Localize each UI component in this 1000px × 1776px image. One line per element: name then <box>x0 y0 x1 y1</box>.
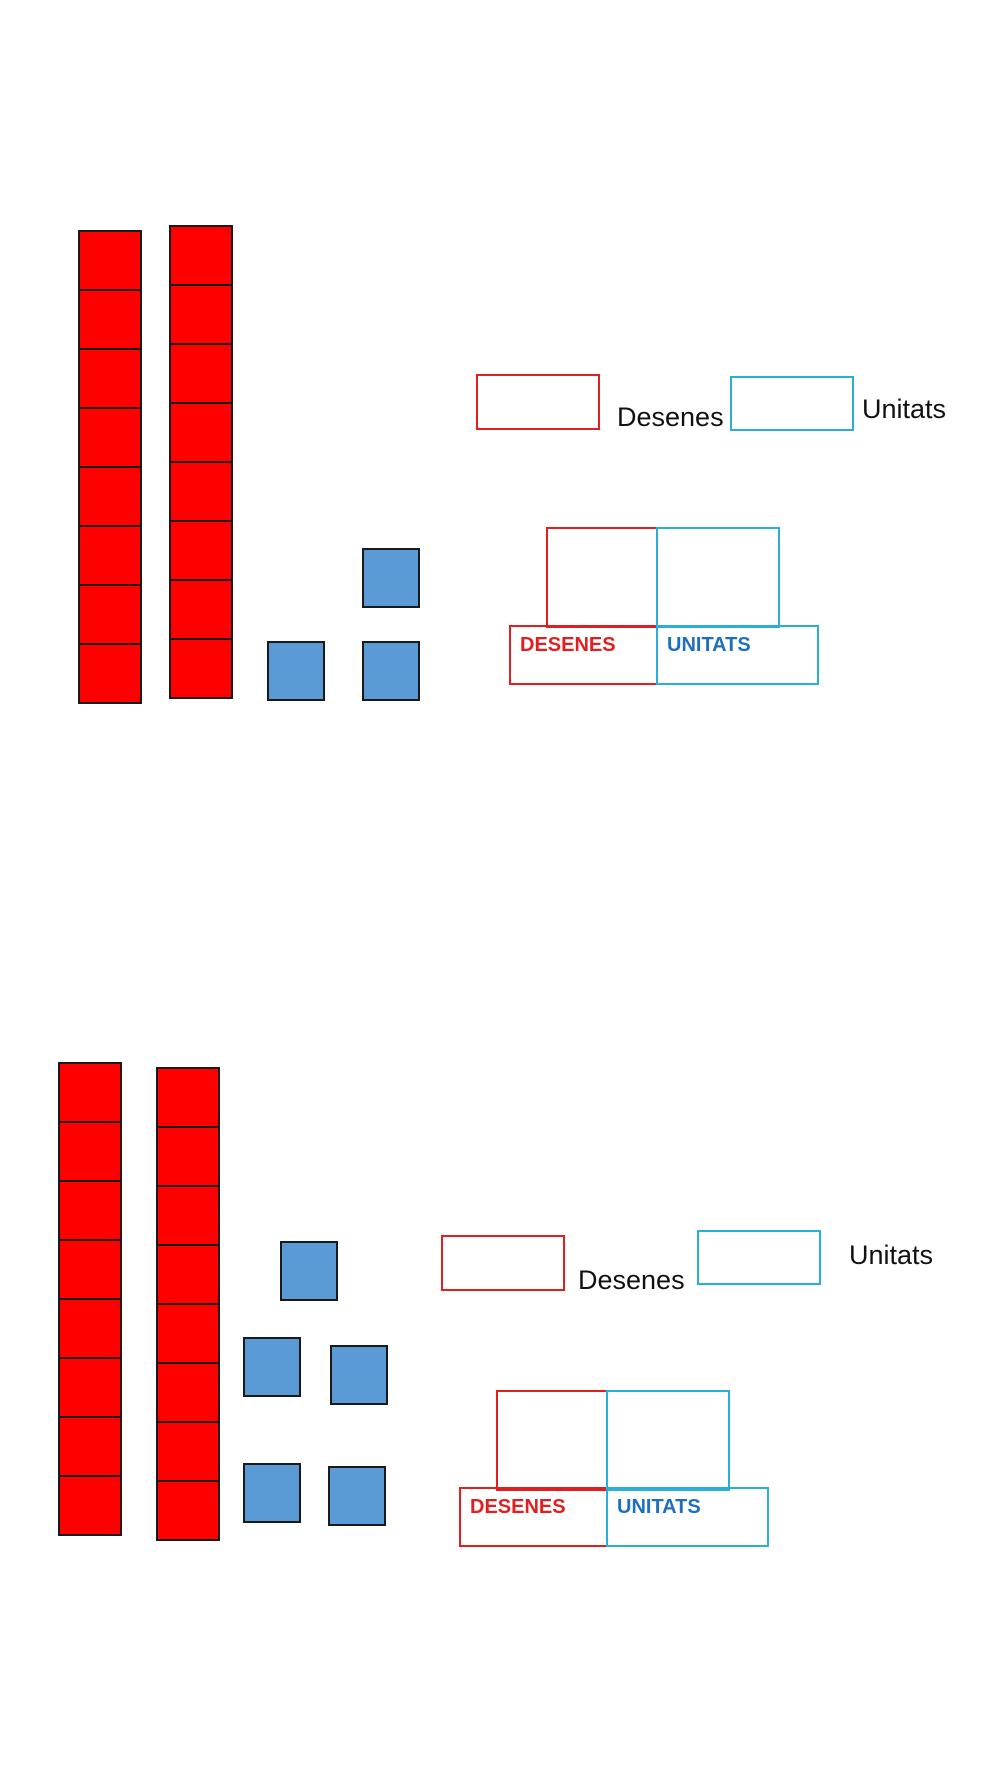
unit-cube <box>280 1241 338 1301</box>
unit-cube <box>267 641 325 701</box>
desenes-label: Desenes <box>617 402 724 432</box>
rod-cell <box>78 584 142 645</box>
rod-cell <box>58 1475 122 1536</box>
rod-cell <box>58 1357 122 1418</box>
rod-cell <box>78 466 142 527</box>
unit-cube <box>243 1463 301 1523</box>
desenes-label: Desenes <box>578 1265 685 1295</box>
units-answer-box[interactable] <box>697 1230 821 1285</box>
tens-answer-box[interactable] <box>441 1235 565 1291</box>
units-digit-box[interactable] <box>656 527 780 628</box>
desenes-header-label: DESENES <box>470 1496 566 1518</box>
units-answer-box[interactable] <box>730 376 854 431</box>
unit-cube <box>362 548 420 608</box>
tens-answer-box[interactable] <box>476 374 600 430</box>
rod-cell <box>169 638 233 699</box>
unitats-header-label: UNITATS <box>667 634 751 656</box>
rod-cell <box>78 230 142 291</box>
rod-cell <box>78 289 142 350</box>
rod-cell <box>169 461 233 522</box>
unitats-label: Unitats <box>849 1240 934 1270</box>
rod-cell <box>169 402 233 463</box>
unit-cube <box>362 641 420 701</box>
unitats-label: Unitats <box>862 394 947 424</box>
units-header <box>606 1487 769 1547</box>
tens-digit-box[interactable] <box>496 1390 608 1491</box>
units-digit-box[interactable] <box>606 1390 730 1491</box>
ten-rod <box>58 1062 122 1536</box>
unit-cube <box>330 1345 388 1405</box>
unitats-header-label: UNITATS <box>617 1496 701 1518</box>
tens-digit-box[interactable] <box>546 527 658 628</box>
rod-cell <box>156 1185 220 1246</box>
rod-cell <box>78 348 142 409</box>
rod-cell <box>156 1480 220 1541</box>
unit-cube <box>328 1466 386 1526</box>
rod-cell <box>156 1303 220 1364</box>
ten-rod <box>169 225 233 699</box>
rod-cell <box>156 1244 220 1305</box>
units-header <box>656 625 819 685</box>
ten-rod <box>78 230 142 704</box>
desenes-header-label: DESENES <box>520 634 616 656</box>
rod-cell <box>78 407 142 468</box>
rod-cell <box>169 579 233 640</box>
rod-cell <box>78 525 142 586</box>
rod-cell <box>156 1126 220 1187</box>
ten-rod <box>156 1067 220 1541</box>
rod-cell <box>156 1362 220 1423</box>
rod-cell <box>58 1298 122 1359</box>
rod-cell <box>156 1421 220 1482</box>
rod-cell <box>58 1180 122 1241</box>
rod-cell <box>78 643 142 704</box>
rod-cell <box>58 1121 122 1182</box>
rod-cell <box>156 1067 220 1128</box>
rod-cell <box>169 520 233 581</box>
rod-cell <box>58 1239 122 1300</box>
rod-cell <box>169 225 233 286</box>
rod-cell <box>58 1416 122 1477</box>
unit-cube <box>243 1337 301 1397</box>
rod-cell <box>169 284 233 345</box>
rod-cell <box>58 1062 122 1123</box>
rod-cell <box>169 343 233 404</box>
